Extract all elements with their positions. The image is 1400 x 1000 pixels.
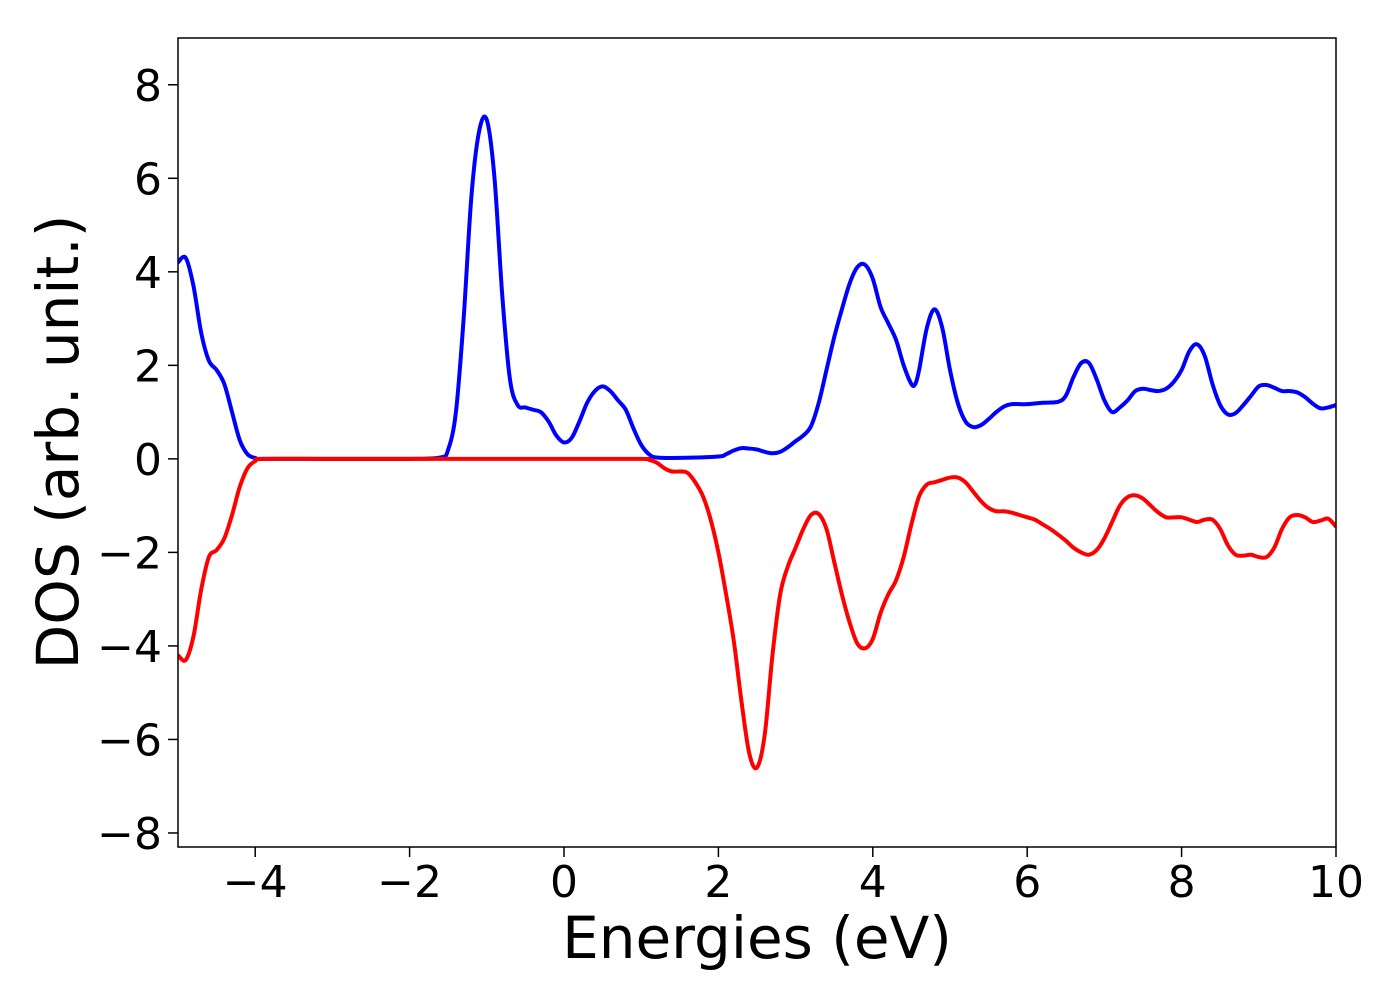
- x-axis: −4 −2 0 2 4 6 8 10: [223, 847, 1364, 908]
- y-axis-label: DOS (arb. unit.): [24, 215, 92, 670]
- plot-frame: [177, 37, 1337, 848]
- y-tick-label: 4: [134, 248, 162, 299]
- series-layer: [178, 114, 1336, 771]
- x-tick-label: −4: [223, 857, 288, 908]
- y-tick-label: 2: [134, 341, 162, 392]
- x-tick-label: 6: [1013, 857, 1041, 908]
- y-tick-label: 0: [134, 435, 162, 486]
- x-tick-label: 10: [1308, 857, 1364, 908]
- y-tick-label: −4: [97, 622, 162, 673]
- x-tick-label: 4: [859, 857, 887, 908]
- series-line-1: [178, 114, 1336, 461]
- x-tick-label: 2: [704, 857, 732, 908]
- y-tick-label: 6: [134, 154, 162, 205]
- series-line-2: [178, 456, 1336, 771]
- y-axis: −8 −6 −4 −2 0 2 4 6 8: [97, 61, 178, 860]
- x-axis-label: Energies (eV): [562, 904, 952, 972]
- x-tick-label: 0: [550, 857, 578, 908]
- x-tick-label: −2: [377, 857, 442, 908]
- y-tick-label: 8: [134, 61, 162, 112]
- y-tick-label: −8: [97, 809, 162, 860]
- y-tick-label: −2: [97, 528, 162, 579]
- x-tick-label: 8: [1168, 857, 1196, 908]
- y-tick-label: −6: [97, 715, 162, 766]
